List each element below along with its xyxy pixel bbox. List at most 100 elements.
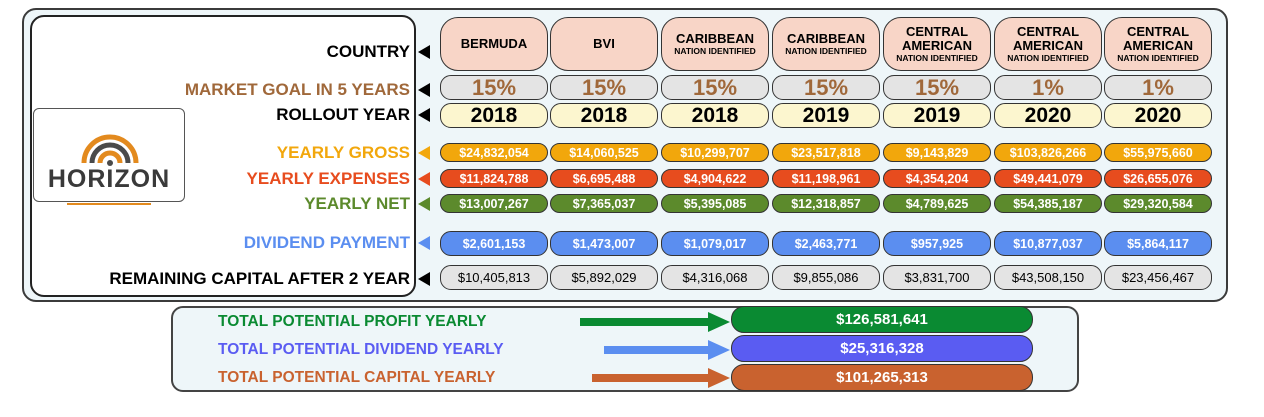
expenses-cell: $4,354,204 [883,169,991,188]
country-cell: CENTRAL AMERICAN NATION IDENTIFIED [883,17,991,71]
country-name-line: NATION IDENTIFIED [896,53,978,63]
net-cell: $4,789,625 [883,194,991,213]
goal-cell: 15% [772,75,880,100]
country-name-line: BERMUDA [460,36,528,51]
year-cell: 2020 [1104,103,1212,128]
country-name-line: CARIBBEAN [787,31,865,46]
expenses-cell: $11,198,961 [772,169,880,188]
country-cell: CENTRAL AMERICAN NATION IDENTIFIED [994,17,1102,71]
arrow-yearly-net-icon [418,197,430,211]
goal-cell: 1% [994,75,1102,100]
gross-cell: $103,826,266 [994,143,1102,162]
arrow-capital-icon [592,368,730,388]
gross-cell: $9,143,829 [883,143,991,162]
total-profit-label: TOTAL POTENTIAL PROFIT YEARLY [218,313,487,330]
remaining-cell: $43,508,150 [994,265,1102,290]
country-name-line: AMERICAN [1122,38,1194,53]
country-name-line: CARIBBEAN [676,31,754,46]
arrow-yearly-gross-icon [418,146,430,160]
year-cell: 2020 [994,103,1102,128]
row-label-yearly-expenses: YEARLY EXPENSES [246,169,410,188]
total-profit-value: $126,581,641 [731,306,1033,333]
total-dividend-value: $25,316,328 [731,335,1033,362]
remaining-cell: $10,405,813 [440,265,548,290]
remaining-cell: $4,316,068 [661,265,769,290]
goal-cell: 15% [661,75,769,100]
row-label-dividend-payment: DIVIDEND PAYMENT [243,233,410,252]
total-capital-value: $101,265,313 [731,364,1033,391]
dividend-cell: $2,601,153 [440,231,548,256]
gross-cell: $23,517,818 [772,143,880,162]
arrow-dividend-payment-icon [418,236,430,250]
net-cell: $54,385,187 [994,194,1102,213]
arrow-profit-icon [580,312,730,332]
year-cell: 2018 [550,103,658,128]
country-name-line: BVI [593,36,615,51]
dividend-cell: $957,925 [883,231,991,256]
net-cell: $5,395,085 [661,194,769,213]
net-cell: $13,007,267 [440,194,548,213]
country-name-line: AMERICAN [1012,38,1084,53]
arrow-remaining-capital-icon [418,272,430,286]
country-cell: CARIBBEAN NATION IDENTIFIED [661,17,769,71]
horizon-logo: HORIZON [33,108,185,205]
expenses-cell: $49,441,079 [994,169,1102,188]
gross-cell: $24,832,054 [440,143,548,162]
total-dividend-label: TOTAL POTENTIAL DIVIDEND YEARLY [218,341,504,358]
expenses-cell: $11,824,788 [440,169,548,188]
remaining-cell: $5,892,029 [550,265,658,290]
country-cell: BVI [550,17,658,71]
remaining-cell: $9,855,086 [772,265,880,290]
dividend-cell: $2,463,771 [772,231,880,256]
row-label-remaining-capital: REMAINING CAPITAL AFTER 2 YEAR [109,269,410,288]
goal-cell: 15% [550,75,658,100]
row-label-market-goal: MARKET GOAL IN 5 YEARS [184,80,410,99]
gross-cell: $10,299,707 [661,143,769,162]
country-cell: CENTRAL AMERICAN NATION IDENTIFIED [1104,17,1212,71]
gross-cell: $14,060,525 [550,143,658,162]
dividend-cell: $1,473,007 [550,231,658,256]
net-cell: $7,365,037 [550,194,658,213]
net-cell: $29,320,584 [1104,194,1212,213]
country-name-line: NATION IDENTIFIED [1117,53,1199,63]
country-name-line: CENTRAL [1016,24,1080,39]
expenses-cell: $4,904,622 [661,169,769,188]
gross-cell: $55,975,660 [1104,143,1212,162]
country-name-line: CENTRAL [905,24,969,39]
country-name-line: NATION IDENTIFIED [785,46,867,56]
arrow-country-icon [418,45,430,59]
country-cell: CARIBBEAN NATION IDENTIFIED [772,17,880,71]
arrow-yearly-expenses-icon [418,172,430,186]
arrow-rollout-year-icon [418,108,430,122]
total-capital-label: TOTAL POTENTIAL CAPITAL YEARLY [218,369,496,386]
net-cell: $12,318,857 [772,194,880,213]
logo-wordmark: HORIZON [47,165,171,193]
country-name-line: AMERICAN [901,38,973,53]
dividend-cell: $5,864,117 [1104,231,1212,256]
dividend-cell: $1,079,017 [661,231,769,256]
remaining-cell: $3,831,700 [883,265,991,290]
goal-cell: 15% [440,75,548,100]
country-cell: BERMUDA [440,17,548,71]
year-cell: 2018 [440,103,548,128]
country-name-line: NATION IDENTIFIED [1007,53,1089,63]
arrow-market-goal-icon [418,83,430,97]
year-cell: 2018 [661,103,769,128]
logo-underline [34,192,184,205]
country-name-line: CENTRAL [1126,24,1190,39]
remaining-cell: $23,456,467 [1104,265,1212,290]
row-label-country: COUNTRY [326,42,410,61]
row-label-yearly-gross: YEARLY GROSS [276,143,410,162]
year-cell: 2019 [772,103,880,128]
goal-cell: 15% [883,75,991,100]
horizon-arc-logo-icon [81,134,139,166]
arrow-dividend-icon [604,340,730,360]
goal-cell: 1% [1104,75,1212,100]
country-name-line: NATION IDENTIFIED [674,46,756,56]
row-label-yearly-net: YEARLY NET [304,194,410,213]
dividend-cell: $10,877,037 [994,231,1102,256]
row-label-rollout-year: ROLLOUT YEAR [276,105,410,124]
expenses-cell: $26,655,076 [1104,169,1212,188]
year-cell: 2019 [883,103,991,128]
expenses-cell: $6,695,488 [550,169,658,188]
